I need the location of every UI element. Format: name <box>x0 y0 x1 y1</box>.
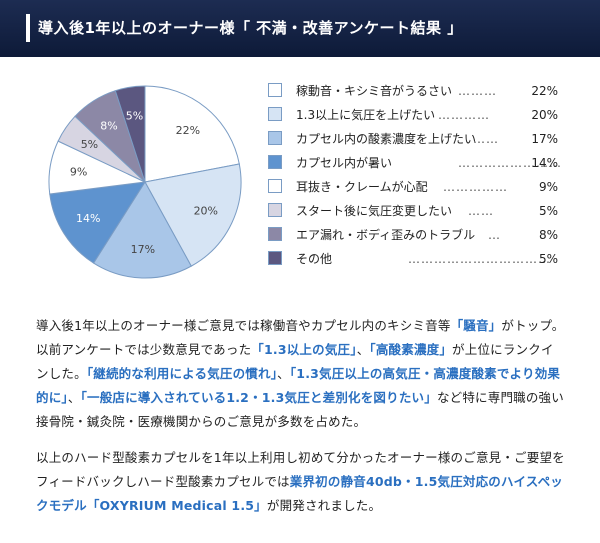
body-text-segment: 、 <box>277 366 290 381</box>
paragraph-2: 以上のハード型酸素カプセルを1年以上利用し初めて分かったオーナー様のご意見・ご要… <box>36 446 566 518</box>
highlight-text: 「OXYRIUM Medical 1.5」 <box>86 498 267 513</box>
legend-item: 耳抜き・クレームが心配 …………… 9% <box>268 175 558 199</box>
pie-slice-label: 8% <box>100 119 117 132</box>
legend-value: 9% <box>538 180 558 194</box>
pie-slice <box>144 163 242 267</box>
legend-swatch <box>268 155 282 169</box>
legend-item: 稼動音・キシミ音がうるさい ……… 22% <box>268 79 558 103</box>
body-text-segment: が上位にランクインした。 <box>36 342 554 381</box>
pie-slice-label: 22% <box>176 124 200 137</box>
body-text-segment: 、 <box>67 390 81 405</box>
legend-label: スタート後に気圧変更したい <box>296 204 453 218</box>
highlight-text: 「1.3以上の気圧」 <box>251 342 357 357</box>
legend-label: 耳抜き・クレームが心配 <box>296 180 428 194</box>
pie-slice <box>114 85 146 183</box>
highlight-text: 「一般店に導入されている1.2・1.3気圧と差別化を図りたい」 <box>80 390 437 405</box>
pie-slice-label: 9% <box>70 165 87 178</box>
pie-slice-label: 17% <box>131 243 155 256</box>
highlight-text: 「継続的な利用による気圧の慣れ」 <box>86 366 278 381</box>
pie-slice-label: 20% <box>194 205 218 218</box>
legend-label: エア漏れ・ボディ歪みのトラブル <box>296 228 476 242</box>
body-text-segment: 以上のハード型酸素カプセルを1年以上利用し初めて分かったオーナー様のご意見・ご要… <box>36 450 565 489</box>
legend-label: 1.3以上に気圧を上げたい <box>296 108 436 122</box>
legend-item: カプセル内の酸素濃度を上げたい…… 17% <box>268 127 558 151</box>
pie-chart: 22%20%17%14%9%5%8%5% <box>48 85 242 279</box>
legend-label: カプセル内の酸素濃度を上げたい <box>296 132 477 146</box>
legend-value: 20% <box>531 108 558 122</box>
legend-item: スタート後に気圧変更したい …… 5% <box>268 199 558 223</box>
highlight-text: 「高酸素濃度」 <box>369 342 453 357</box>
body-text-segment: 導入後1年以上のオーナー様ご意見では稼働音やカプセル内のキシミ音等 <box>36 318 451 333</box>
legend-leader: …… <box>468 204 494 218</box>
pie-slice-label: 5% <box>126 110 143 123</box>
legend-swatch <box>268 251 282 265</box>
legend-item: その他 …………………………… 5% <box>268 247 558 271</box>
highlight-text: 業界初の静音40db・1.5気圧対応のハイスペックモデル <box>36 474 564 513</box>
chart-area: 22% 20% 17% 14% 9% 5% 8% 5% 稼動音・キシミ音がうるさい……… 22%… <box>0 57 600 297</box>
legend-swatch <box>268 203 282 217</box>
legend-value: 5% <box>538 204 558 218</box>
legend-swatch <box>268 83 282 97</box>
page-title: 導入後1年以上のオーナー様「 不満・改善アンケート結果 」 <box>38 19 463 37</box>
paragraph-1: 導入後1年以上のオーナー様ご意見では稼働音やカプセル内のキシミ音等「騒音」がトッ… <box>36 314 566 434</box>
body-text-segment: がトップ。以前アンケートでは少数意見であった <box>36 318 565 357</box>
legend-value: 17% <box>531 132 558 146</box>
pie-slice <box>144 85 240 183</box>
legend-label: カプセル内が暑い <box>296 156 393 170</box>
body-text-segment: など特に専門職の強い接骨院・鍼灸院・医療機関からのご意見が多数を占めた。 <box>36 390 564 429</box>
legend-swatch <box>268 227 282 241</box>
legend-leader: ……… <box>458 84 497 98</box>
legend-leader: …………… <box>443 180 508 194</box>
legend-value: 5% <box>538 252 558 266</box>
legend-item: 1.3以上に気圧を上げたい………… 20% <box>268 103 558 127</box>
pie-slice <box>49 181 146 264</box>
legend-value: 22% <box>531 84 558 98</box>
pie-slice <box>92 181 192 279</box>
body-text: 導入後1年以上のオーナー様ご意見では稼働音やカプセル内のキシミ音等「騒音」がトッ… <box>36 314 566 530</box>
body-text-segment: 、 <box>356 342 370 357</box>
legend-swatch <box>268 107 282 121</box>
pie-slice-label: 5% <box>81 138 98 151</box>
legend-leader: ………… <box>438 108 490 122</box>
pie-slice-label: 14% <box>76 212 100 225</box>
body-text-segment: が開発されました。 <box>266 498 382 513</box>
header-banner: 導入後1年以上のオーナー様「 不満・改善アンケート結果 」 <box>0 0 600 57</box>
legend-leader: …………………… <box>458 156 562 170</box>
header-accent-bar <box>26 14 30 42</box>
chart-legend: 稼動音・キシミ音がうるさい……… 22% 1.3以上に気圧を上げたい………… 20% カ… <box>268 79 561 271</box>
legend-leader: …… <box>473 132 499 146</box>
legend-swatch <box>268 179 282 193</box>
legend-label: その他 <box>296 252 333 266</box>
legend-item: カプセル内が暑い …………………… 14% <box>268 151 561 175</box>
legend-item: エア漏れ・ボディ歪みのトラブル … 8% <box>268 223 558 247</box>
highlight-text: 「騒音」 <box>450 318 502 333</box>
legend-value: 14% <box>531 156 558 170</box>
highlight-text: 「1.3気圧以上の高気圧・高濃度酸素でより効果的に」 <box>36 366 561 405</box>
legend-label: 稼動音・キシミ音がうるさい <box>296 84 453 98</box>
legend-value: 8% <box>538 228 558 242</box>
legend-swatch <box>268 131 282 145</box>
legend-leader: …………………………… <box>408 252 551 266</box>
legend-leader: … <box>488 228 501 242</box>
